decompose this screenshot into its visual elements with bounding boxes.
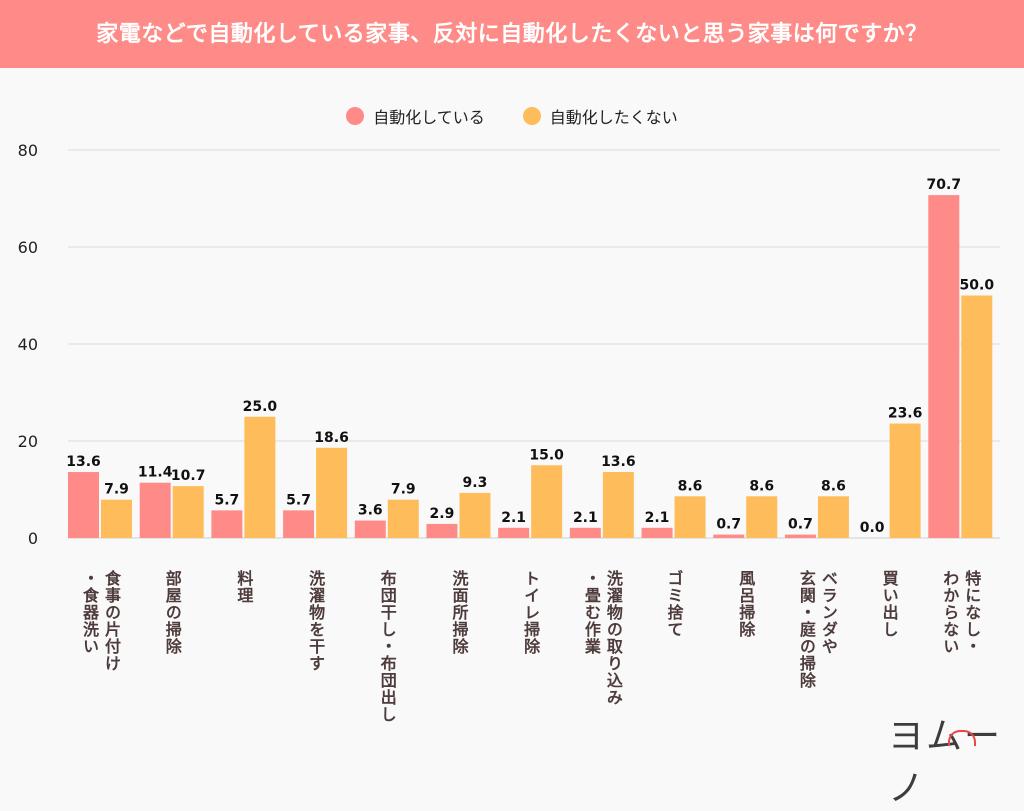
bar-automated bbox=[426, 523, 458, 538]
x-tick-label: 洗濯物を干す bbox=[306, 570, 326, 672]
x-tick-label: 洗濯物の取り込み ・畳む作業 bbox=[581, 570, 623, 706]
x-tick-label: 料理 bbox=[234, 570, 254, 604]
bar-automated bbox=[713, 534, 745, 538]
bar-not-automated bbox=[101, 499, 132, 538]
x-tick-label: 洗面所掃除 bbox=[449, 570, 469, 655]
data-label: 15.0 bbox=[529, 447, 564, 463]
bar-not-automated bbox=[172, 486, 204, 538]
data-label: 13.6 bbox=[66, 454, 101, 470]
x-tick-label: ベランダや 玄関・庭の掃除 bbox=[796, 570, 838, 689]
data-label: 2.9 bbox=[430, 506, 455, 522]
data-label: 0.7 bbox=[716, 517, 741, 533]
bar-not-automated bbox=[387, 499, 419, 538]
x-tick-label: トイレ掃除 bbox=[521, 570, 541, 655]
data-label: 70.7 bbox=[927, 177, 962, 193]
bar-not-automated bbox=[244, 416, 276, 538]
bar-not-automated bbox=[817, 496, 849, 538]
data-label: 50.0 bbox=[960, 278, 995, 294]
x-tick-label: 風呂掃除 bbox=[736, 570, 756, 638]
bar-automated bbox=[784, 534, 816, 538]
y-tick-label: 40 bbox=[18, 335, 38, 354]
bar-not-automated bbox=[674, 496, 706, 538]
data-label: 8.6 bbox=[821, 478, 846, 494]
bar-not-automated bbox=[602, 472, 634, 538]
data-label: 11.4 bbox=[138, 465, 173, 481]
data-label: 10.7 bbox=[171, 468, 206, 484]
data-label: 7.9 bbox=[391, 482, 416, 498]
data-label: 8.6 bbox=[678, 478, 703, 494]
legend-label-automated: 自動化している bbox=[373, 108, 485, 127]
bar-automated bbox=[569, 527, 601, 538]
data-label: 2.1 bbox=[645, 510, 670, 526]
bar-automated bbox=[354, 520, 386, 538]
legend-label-not-automated: 自動化したくない bbox=[549, 108, 678, 127]
legend: 自動化している 自動化したくない bbox=[0, 104, 1024, 128]
logo-arc-icon bbox=[948, 730, 976, 746]
data-label: 5.7 bbox=[286, 492, 311, 508]
x-tick-label: 部屋の掃除 bbox=[162, 570, 182, 655]
y-tick-label: 80 bbox=[18, 141, 38, 160]
data-label: 18.6 bbox=[314, 430, 349, 446]
chart-title: 家電などで自動化している家事、反対に自動化したくないと思う家事は何ですか？ bbox=[96, 22, 928, 47]
legend-item-automated: 自動化している bbox=[346, 104, 485, 128]
data-label: 0.0 bbox=[860, 520, 885, 536]
bar-automated bbox=[928, 195, 960, 539]
data-label: 2.1 bbox=[573, 510, 598, 526]
bar-automated bbox=[283, 510, 315, 538]
bar-automated bbox=[68, 472, 99, 538]
data-label: 23.6 bbox=[888, 406, 923, 422]
legend-item-not-automated: 自動化したくない bbox=[522, 104, 678, 128]
y-tick-label: 0 bbox=[28, 529, 38, 548]
data-label: 8.6 bbox=[749, 478, 774, 494]
y-tick-label: 60 bbox=[18, 238, 38, 257]
bar-not-automated bbox=[889, 423, 921, 538]
x-tick-label: 食事の片付け ・食器洗い bbox=[80, 570, 121, 672]
title-bar: 家電などで自動化している家事、反対に自動化したくないと思う家事は何ですか？ bbox=[0, 0, 1024, 68]
bar-chart: 02040608013.67.911.410.75.725.05.718.63.… bbox=[18, 141, 1000, 548]
bar-not-automated bbox=[746, 496, 778, 538]
bar-automated bbox=[211, 510, 243, 538]
x-tick-label: 特になし・ わからない bbox=[940, 570, 982, 655]
data-label: 0.7 bbox=[788, 517, 813, 533]
data-label: 3.6 bbox=[358, 503, 383, 519]
bar-not-automated bbox=[961, 295, 993, 538]
bar-automated bbox=[139, 482, 171, 538]
bar-not-automated bbox=[316, 447, 348, 538]
data-label: 5.7 bbox=[214, 492, 239, 508]
bar-not-automated bbox=[459, 492, 491, 538]
y-tick-label: 20 bbox=[18, 432, 38, 451]
data-label: 13.6 bbox=[601, 454, 636, 470]
x-tick-label: 布団干し・布団出し bbox=[377, 570, 397, 723]
x-tick-label: 買い出し bbox=[879, 570, 899, 638]
logo: ヨムーノ bbox=[888, 716, 1003, 809]
x-tick-label: ゴミ捨て bbox=[664, 570, 684, 638]
data-label: 25.0 bbox=[243, 399, 278, 415]
data-label: 7.9 bbox=[104, 482, 129, 498]
bar-automated bbox=[498, 527, 530, 538]
legend-dot-not-automated bbox=[522, 107, 541, 125]
data-label: 9.3 bbox=[463, 475, 488, 491]
data-label: 2.1 bbox=[501, 510, 526, 526]
bar-not-automated bbox=[531, 465, 563, 538]
legend-dot-automated bbox=[346, 107, 365, 125]
bar-automated bbox=[641, 527, 673, 538]
